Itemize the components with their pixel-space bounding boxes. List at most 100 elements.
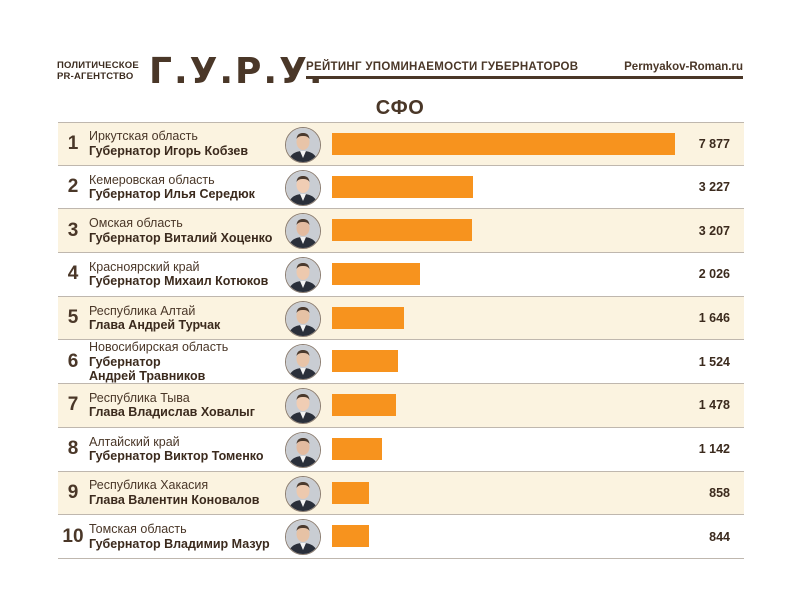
region-name: Республика Тыва [89, 390, 190, 405]
ranking-row: 5 Республика Алтай Глава Андрей Турчак 1 64… [58, 296, 744, 341]
brand-subtitle-line1: ПОЛИТИЧЕСКОЕ [57, 60, 139, 71]
region-name: Республика Алтай [89, 303, 196, 318]
governor-photo [285, 475, 321, 512]
bar-track [332, 253, 678, 296]
mentions-bar [332, 437, 382, 460]
governor-photo [285, 300, 321, 337]
region-title: СФО [375, 97, 425, 119]
governor-name: Губернатор Андрей Травников [89, 354, 206, 384]
governor-info: Иркутская область Губернатор Игорь Кобзев [89, 123, 248, 165]
mentions-value: 1 142 [698, 442, 730, 457]
rank-number: 4 [67, 263, 79, 285]
governor-name: Глава Владислав Ховалыг [89, 405, 255, 420]
bar-track [332, 472, 678, 515]
region-name: Томская область [89, 522, 187, 537]
governor-name: Губернатор Михаил Котюков [89, 274, 269, 289]
governor-name: Глава Валентин Коновалов [89, 492, 260, 507]
ranking-row: 3 Омская область Губернатор Виталий Хоценк… [58, 209, 744, 254]
governor-photo [285, 519, 321, 556]
mentions-value: 3 207 [698, 223, 730, 238]
governor-info: Кемеровская область Губернатор Илья Серед… [89, 166, 255, 209]
region-name: Республика Хакасия [89, 478, 209, 493]
bar-track [332, 123, 678, 165]
mentions-bar [332, 306, 404, 329]
governor-photo [285, 169, 321, 206]
region-name: Иркутская область [89, 129, 198, 144]
header-divider [306, 76, 743, 79]
governor-photo [285, 213, 321, 250]
rank-number: 9 [67, 481, 79, 503]
region-name: Омская область [89, 216, 183, 231]
rank-number: 6 [67, 350, 79, 372]
rank-number: 8 [67, 438, 79, 460]
governor-info: Республика Алтай Глава Андрей Турчак [89, 297, 220, 340]
rank-number: 1 [67, 132, 79, 154]
mentions-value: 1 524 [698, 354, 730, 369]
governor-name: Губернатор Игорь Кобзев [89, 143, 249, 158]
brand-subtitle: ПОЛИТИЧЕСКОЕ PR-АГЕНТСТВО [57, 60, 139, 82]
site-link[interactable]: Permyakov-Roman.ru [624, 61, 743, 73]
governor-name: Глава Андрей Турчак [89, 318, 221, 333]
rank-number: 10 [62, 525, 84, 547]
bar-track [332, 515, 678, 558]
mentions-value: 3 227 [698, 180, 730, 195]
bar-track [332, 297, 678, 340]
bar-track [332, 340, 678, 383]
region-name: Алтайский край [89, 434, 180, 449]
governor-info: Новосибирская область Губернатор Андрей Т… [89, 340, 228, 383]
governor-name: Губернатор Владимир Мазур [89, 536, 270, 551]
governor-name: Губернатор Илья Середюк [89, 187, 255, 202]
governor-info: Омская область Губернатор Виталий Хоценко [89, 209, 272, 252]
ranking-row: 10 Томская область Губернатор Владимир Маз… [58, 515, 744, 559]
region-name: Красноярский край [89, 259, 200, 274]
ranking-row: 6 Новосибирская область Губернатор Андрей … [58, 340, 744, 385]
rank-number: 7 [67, 394, 79, 416]
bar-track [332, 384, 678, 427]
governor-photo [285, 257, 321, 294]
bar-track [332, 166, 678, 209]
governor-photo [285, 431, 321, 468]
governor-info: Республика Хакасия Глава Валентин Коновал… [89, 472, 259, 515]
rank-number: 2 [67, 176, 79, 198]
mentions-value: 844 [709, 529, 730, 544]
mentions-bar [332, 263, 421, 286]
governor-info: Алтайский край Губернатор Виктор Томенко [89, 428, 264, 471]
governor-name: Губернатор Виктор Томенко [89, 449, 264, 464]
ranking-row: 4 Красноярский край Губернатор Михаил Котю… [58, 253, 744, 297]
governor-photo [285, 127, 321, 163]
mentions-bar [332, 219, 472, 242]
ranking-row: 8 Алтайский край Губернатор Виктор Томенко… [58, 428, 744, 472]
ranking-row: 2 Кемеровская область Губернатор Илья Сере… [58, 166, 744, 210]
mentions-bar [332, 350, 399, 373]
mentions-value: 858 [709, 485, 730, 500]
bar-track [332, 209, 678, 252]
header: ПОЛИТИЧЕСКОЕ PR-АГЕНТСТВО Г.У.Р.У. РЕЙТИ… [57, 52, 743, 92]
mentions-bar [332, 133, 675, 155]
mentions-bar [332, 525, 369, 548]
bar-track [332, 428, 678, 471]
governor-photo [285, 388, 321, 425]
mentions-value: 1 646 [698, 311, 730, 326]
governor-photo [285, 344, 321, 381]
ranking-row: 7 Республика Тыва Глава Владислав Ховалыг 1… [58, 384, 744, 428]
governor-name: Губернатор Виталий Хоценко [89, 230, 273, 245]
rank-number: 5 [67, 307, 79, 329]
mentions-value: 2 026 [698, 267, 730, 282]
mentions-value: 7 877 [698, 136, 730, 151]
mentions-bar [332, 394, 397, 417]
region-name: Кемеровская область [89, 172, 215, 187]
ranking-row: 1 Иркутская область Губернатор Игорь Кобзе… [58, 122, 744, 166]
region-name: Новосибирская область [89, 340, 229, 355]
ranking-row: 9 Республика Хакасия Глава Валентин Конова… [58, 471, 744, 516]
brand-logo: Г.У.Р.У. [149, 51, 325, 92]
mentions-bar [332, 175, 473, 198]
brand-subtitle-line2: PR-АГЕНТСТВО [57, 71, 134, 82]
mentions-bar [332, 481, 370, 504]
ranking-chart: 1 Иркутская область Губернатор Игорь Кобзе… [58, 122, 744, 559]
rank-number: 3 [67, 219, 79, 241]
governor-info: Красноярский край Губернатор Михаил Котюк… [89, 253, 268, 296]
governor-info: Томская область Губернатор Владимир Мазур [89, 515, 270, 558]
governor-info: Республика Тыва Глава Владислав Ховалыг [89, 384, 255, 427]
mentions-value: 1 478 [698, 398, 730, 413]
rating-title: РЕЙТИНГ УПОМИНАЕМОСТИ ГУБЕРНАТОРОВ [306, 61, 579, 73]
